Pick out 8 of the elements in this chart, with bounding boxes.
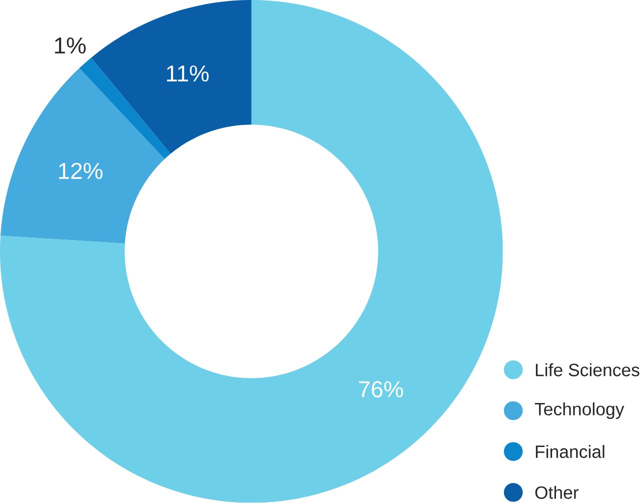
data-label: 12% (59, 162, 102, 180)
legend-label: Technology (534, 402, 624, 420)
legend-label: Financial (536, 445, 604, 458)
data-label: 1% (55, 38, 86, 54)
legend-label: Life Sciences (536, 363, 640, 376)
legend-label: Other (535, 486, 579, 499)
data-label: 11% (166, 66, 209, 82)
data-label: 76% (359, 381, 403, 398)
